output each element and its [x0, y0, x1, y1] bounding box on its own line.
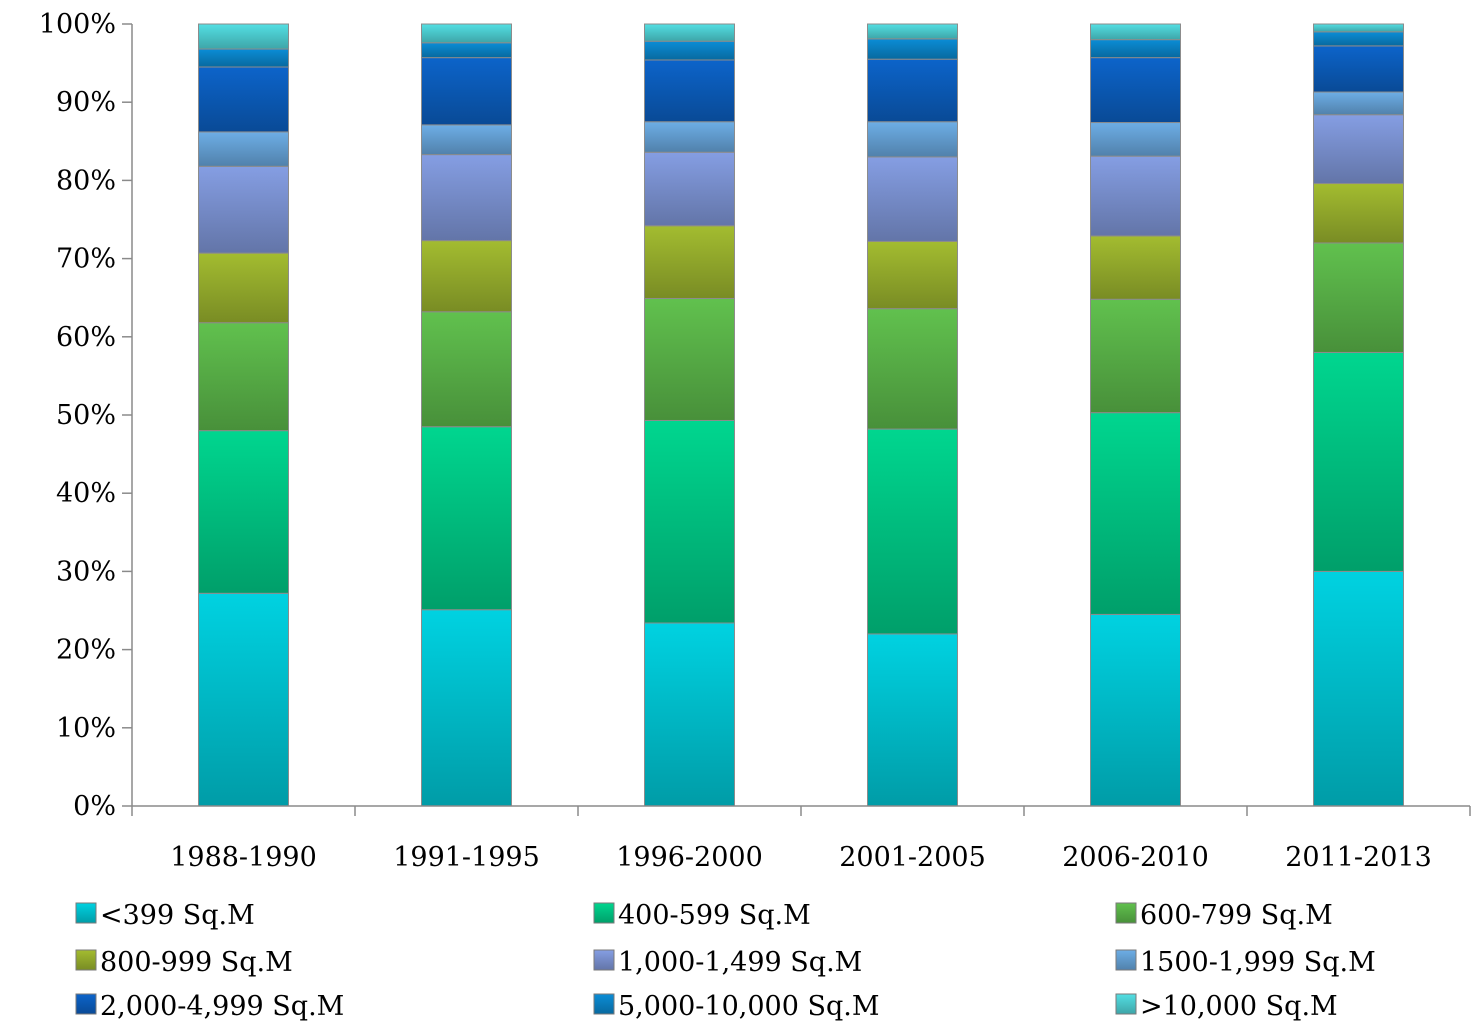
legend-label-1-000-1-499-sq-m: 1,000-1,499 Sq.M	[618, 947, 862, 978]
bar-segment-2011-2013-800-999-sq-m	[1313, 183, 1404, 244]
bar-segment-2006-2010-2-000-4-999-sq-m	[1090, 57, 1181, 124]
y-tick-label: 10%	[56, 713, 116, 744]
y-tick-label: 50%	[56, 400, 116, 431]
bar-segment-2006-2010-10-000-sq-m	[1090, 23, 1181, 41]
bar-segment-1996-2000-5-000-10-000-sq-m	[644, 40, 735, 61]
x-tick-label: 1991-1995	[393, 842, 540, 873]
legend-swatch-2-000-4-999-sq-m	[75, 993, 97, 1015]
bar-segment-1996-2000-10-000-sq-m	[644, 23, 735, 42]
legend-swatch-1500-1-999-sq-m	[1115, 949, 1137, 971]
bar-segment-1991-1995-400-599-sq-m	[421, 426, 512, 611]
x-tick-label: 1988-1990	[170, 842, 317, 873]
legend: <399 Sq.M 400-599 Sq.M 600-799 Sq.M 800-999…	[75, 900, 1376, 1022]
legend-swatch-800-999-sq-m	[75, 949, 97, 971]
bar-segment-2006-2010-1-000-1-499-sq-m	[1090, 155, 1181, 237]
bar-segment-1988-1990-10-000-sq-m	[198, 23, 289, 50]
bar-segment-1988-1990-400-599-sq-m	[198, 430, 289, 594]
bar-segment-1991-1995-10-000-sq-m	[421, 23, 512, 44]
bar-segment-2001-2005-10-000-sq-m	[867, 23, 958, 40]
bar-segment-2011-2013-399-sq-m	[1313, 570, 1404, 807]
bar-segment-2001-2005-399-sq-m	[867, 633, 958, 807]
x-tick-label: 2001-2005	[839, 842, 986, 873]
bar-segment-2011-2013-10-000-sq-m	[1313, 23, 1404, 33]
legend-swatch-5-000-10-000-sq-m	[593, 993, 615, 1015]
legend-label-600-799-sq-m: 600-799 Sq.M	[1140, 900, 1333, 931]
bar-segment-1988-1990-5-000-10-000-sq-m	[198, 48, 289, 68]
bar-segment-2011-2013-1500-1-999-sq-m	[1313, 91, 1404, 116]
bar-segment-1996-2000-399-sq-m	[644, 622, 735, 807]
bars-layer	[198, 23, 1404, 807]
bar-segment-2001-2005-2-000-4-999-sq-m	[867, 58, 958, 123]
bar-segment-2006-2010-399-sq-m	[1090, 613, 1181, 807]
bar-segment-1988-1990-1500-1-999-sq-m	[198, 131, 289, 167]
legend-label-800-999-sq-m: 800-999 Sq.M	[100, 947, 293, 978]
y-tick-label: 80%	[56, 165, 116, 196]
legend-label-1500-1-999-sq-m: 1500-1,999 Sq.M	[1140, 947, 1376, 978]
bar-segment-2011-2013-5-000-10-000-sq-m	[1313, 31, 1404, 47]
bar-segment-2001-2005-5-000-10-000-sq-m	[867, 38, 958, 60]
bar-segment-2011-2013-1-000-1-499-sq-m	[1313, 114, 1404, 185]
y-tick-label: 0%	[73, 791, 116, 822]
x-tick-label: 2006-2010	[1062, 842, 1209, 873]
legend-swatch-1-000-1-499-sq-m	[593, 949, 615, 971]
bar-segment-1996-2000-800-999-sq-m	[644, 225, 735, 299]
y-tick-label: 20%	[56, 635, 116, 666]
bar-segment-1988-1990-2-000-4-999-sq-m	[198, 66, 289, 133]
bar-segment-2011-2013-600-799-sq-m	[1313, 242, 1404, 353]
legend-swatch-10-000-sq-m	[1115, 993, 1137, 1015]
bar-segment-1988-1990-399-sq-m	[198, 592, 289, 807]
bar-segment-2001-2005-1-000-1-499-sq-m	[867, 156, 958, 242]
bar-segment-1988-1990-800-999-sq-m	[198, 252, 289, 324]
bar-segment-1991-1995-5-000-10-000-sq-m	[421, 42, 512, 59]
y-tick-label: 40%	[56, 478, 116, 509]
bar-segment-2011-2013-400-599-sq-m	[1313, 351, 1404, 572]
bar-segment-1991-1995-1-000-1-499-sq-m	[421, 154, 512, 242]
legend-label-399-sq-m: <399 Sq.M	[100, 900, 255, 931]
bar-segment-1996-2000-400-599-sq-m	[644, 419, 735, 624]
legend-label-2-000-4-999-sq-m: 2,000-4,999 Sq.M	[100, 991, 344, 1022]
bar-segment-2006-2010-1500-1-999-sq-m	[1090, 122, 1181, 157]
y-axis-ticks: 0% 10% 20% 30% 40% 50% 60% 70% 80% 90% 100%	[39, 9, 132, 822]
bar-segment-2006-2010-5-000-10-000-sq-m	[1090, 39, 1181, 59]
bar-segment-1991-1995-800-999-sq-m	[421, 240, 512, 313]
bar-segment-1996-2000-1-000-1-499-sq-m	[644, 151, 735, 227]
y-tick-label: 60%	[56, 322, 116, 353]
bar-segment-2001-2005-800-999-sq-m	[867, 240, 958, 310]
y-tick-label: 90%	[56, 87, 116, 118]
bar-segment-2001-2005-600-799-sq-m	[867, 308, 958, 430]
bar-segment-2006-2010-600-799-sq-m	[1090, 298, 1181, 414]
bar-segment-1991-1995-600-799-sq-m	[421, 311, 512, 428]
legend-swatch-400-599-sq-m	[593, 902, 615, 924]
legend-label-10-000-sq-m: >10,000 Sq.M	[1140, 991, 1338, 1022]
y-tick-label: 100%	[39, 9, 116, 40]
bar-segment-1988-1990-1-000-1-499-sq-m	[198, 165, 289, 254]
x-tick-label: 1996-2000	[616, 842, 763, 873]
x-tick-label: 2011-2013	[1285, 842, 1432, 873]
axes-layer	[131, 24, 1470, 807]
bar-segment-2011-2013-2-000-4-999-sq-m	[1313, 45, 1404, 93]
bar-segment-1996-2000-2-000-4-999-sq-m	[644, 59, 735, 123]
bar-segment-1991-1995-1500-1-999-sq-m	[421, 124, 512, 156]
bar-segment-1991-1995-2-000-4-999-sq-m	[421, 57, 512, 126]
legend-swatch-399-sq-m	[75, 902, 97, 924]
x-axis-ticks: 1988-1990 1991-1995 1996-2000 2001-2005 2006…	[131, 806, 1471, 873]
bar-segment-1988-1990-600-799-sq-m	[198, 322, 289, 432]
legend-label-5-000-10-000-sq-m: 5,000-10,000 Sq.M	[618, 991, 879, 1022]
bar-segment-2006-2010-800-999-sq-m	[1090, 235, 1181, 300]
bar-segment-2001-2005-1500-1-999-sq-m	[867, 121, 958, 158]
y-tick-label: 70%	[56, 244, 116, 275]
legend-label-400-599-sq-m: 400-599 Sq.M	[618, 900, 811, 931]
bar-segment-1991-1995-399-sq-m	[421, 609, 512, 807]
bar-segment-1996-2000-600-799-sq-m	[644, 297, 735, 421]
bar-segment-2006-2010-400-599-sq-m	[1090, 412, 1181, 615]
bar-segment-2001-2005-400-599-sq-m	[867, 428, 958, 635]
legend-swatch-600-799-sq-m	[1115, 902, 1137, 924]
y-tick-label: 30%	[56, 556, 116, 587]
bar-segment-1996-2000-1500-1-999-sq-m	[644, 121, 735, 153]
